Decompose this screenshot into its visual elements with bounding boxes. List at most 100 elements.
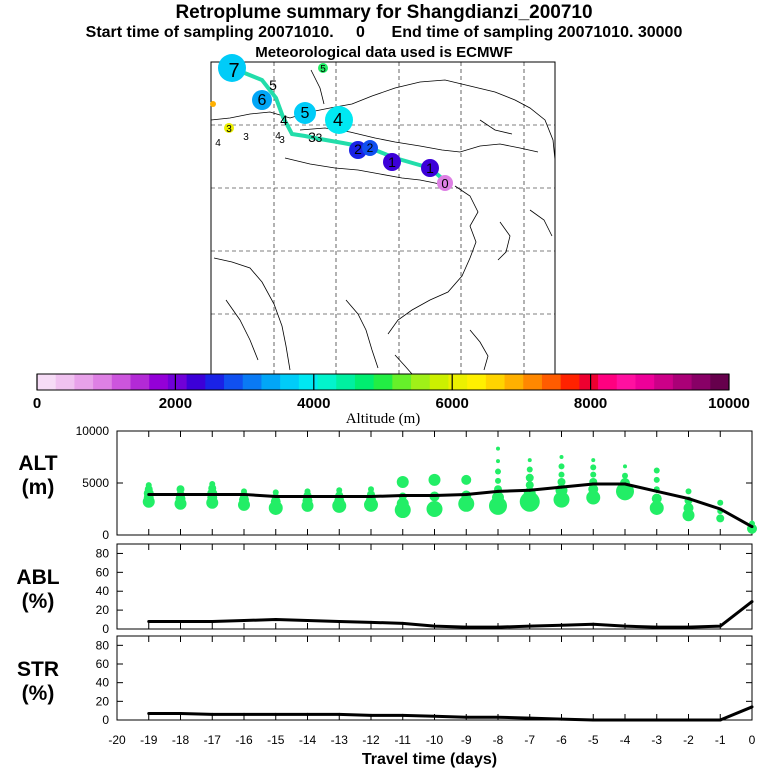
x-tick-label: -7 bbox=[524, 733, 535, 747]
panel-str: 0 20 40 60 80 STR(%) bbox=[17, 635, 754, 727]
altitude-dot bbox=[558, 463, 565, 470]
altitude-dot bbox=[368, 486, 374, 493]
x-axis-title: Travel time (days) bbox=[362, 751, 497, 768]
altitude-dot bbox=[336, 487, 343, 494]
colorbar-swatch bbox=[485, 374, 506, 390]
altitude-dot bbox=[649, 500, 664, 515]
panel-frame bbox=[116, 543, 753, 630]
series-point bbox=[179, 619, 182, 623]
altitude-dot bbox=[616, 482, 634, 501]
altitude-dot bbox=[458, 495, 475, 512]
colorbar-swatch bbox=[242, 374, 262, 390]
altitude-dot bbox=[526, 466, 533, 473]
series-point bbox=[242, 492, 246, 496]
track-label: 2 bbox=[354, 141, 362, 157]
colorbar-swatch bbox=[74, 374, 94, 390]
altitude-dot bbox=[682, 509, 695, 522]
x-tick-label: -19 bbox=[140, 733, 158, 747]
track-label: 3 bbox=[226, 124, 232, 135]
series-point bbox=[337, 619, 341, 623]
altitude-dot bbox=[461, 474, 472, 485]
colorbar-swatch bbox=[55, 374, 75, 390]
track-marker bbox=[421, 159, 439, 177]
track-label: 3 bbox=[316, 131, 323, 145]
series-point bbox=[179, 492, 182, 496]
x-tick-label: -6 bbox=[556, 733, 567, 747]
colorbar-tick-label: 8000 bbox=[574, 395, 607, 412]
track-label: 6 bbox=[258, 92, 267, 109]
altitude-dot bbox=[241, 488, 247, 495]
y-tick-label: 40 bbox=[96, 676, 110, 690]
colorbar-swatch bbox=[504, 374, 524, 390]
x-tick-label: -18 bbox=[172, 733, 190, 747]
series-point bbox=[623, 624, 627, 628]
altitude-dot bbox=[492, 491, 504, 504]
series-point bbox=[591, 622, 595, 626]
altitude-colorbar: 0 2000 4000 6000 8000 10000 Altitude (m) bbox=[33, 373, 750, 427]
track-label: 2 bbox=[367, 141, 374, 155]
colorbar-swatch bbox=[672, 374, 693, 390]
y-tick-label: 20 bbox=[96, 694, 110, 708]
track-marker bbox=[437, 175, 453, 191]
series-point bbox=[210, 492, 214, 496]
series-point bbox=[369, 495, 373, 499]
chart-title: Retroplume summary for Shangdianzi_20071… bbox=[175, 2, 593, 23]
series-point bbox=[147, 492, 151, 496]
colorbar-swatch bbox=[654, 374, 674, 390]
colorbar-title: Altitude (m) bbox=[346, 411, 421, 427]
series-point bbox=[369, 620, 373, 624]
altitude-dot bbox=[527, 458, 532, 463]
track-marker bbox=[318, 63, 328, 73]
colorbar-tick-label: 4000 bbox=[297, 395, 330, 412]
x-tick-label: -1 bbox=[715, 733, 726, 747]
series-point bbox=[242, 619, 246, 622]
met-data-line: Meteorological data used is ECMWF bbox=[255, 44, 513, 61]
series-point bbox=[496, 715, 500, 719]
altitude-dot bbox=[559, 455, 564, 459]
x-tick-label: -2 bbox=[683, 733, 694, 747]
altitude-dot bbox=[396, 475, 409, 488]
colorbar-tick-label: 0 bbox=[33, 395, 41, 412]
colorbar-swatch bbox=[186, 374, 206, 390]
series-point bbox=[433, 714, 436, 718]
colorbar-swatch bbox=[205, 374, 225, 390]
series-point bbox=[655, 625, 659, 629]
y-tick-label: 60 bbox=[96, 657, 110, 671]
track-label: 3 bbox=[243, 132, 249, 143]
series-point bbox=[591, 482, 595, 486]
panel-label: STR bbox=[17, 658, 59, 681]
colorbar-swatch bbox=[336, 374, 356, 390]
altitude-dot bbox=[495, 468, 501, 475]
series-point bbox=[496, 489, 500, 493]
altitude-dot bbox=[591, 458, 596, 463]
y-tick-label: 60 bbox=[96, 565, 110, 579]
series-point bbox=[210, 712, 214, 716]
series-point bbox=[433, 493, 436, 497]
colorbar-swatch bbox=[560, 374, 580, 390]
track-marker bbox=[218, 54, 246, 82]
altitude-dot bbox=[558, 471, 565, 478]
series-point bbox=[306, 495, 309, 499]
series-point bbox=[242, 712, 246, 716]
series-point bbox=[274, 712, 278, 716]
colorbar-swatch bbox=[448, 374, 468, 390]
altitude-dot bbox=[590, 471, 597, 478]
x-tick-label: -9 bbox=[461, 733, 472, 747]
colorbar-swatch bbox=[93, 374, 113, 390]
colorbar-swatch bbox=[130, 374, 150, 390]
track-label: 5 bbox=[269, 77, 277, 93]
series-point bbox=[591, 718, 595, 722]
track-label: 5 bbox=[301, 105, 310, 122]
series-point bbox=[718, 507, 722, 511]
series-point bbox=[306, 619, 309, 622]
altitude-dot bbox=[685, 488, 692, 495]
altitude-dot bbox=[557, 477, 566, 486]
track-marker bbox=[252, 90, 272, 110]
altitude-dot bbox=[716, 514, 725, 523]
colorbar-swatch bbox=[37, 374, 57, 390]
x-tick-label: -10 bbox=[426, 733, 444, 747]
colorbar-swatch bbox=[167, 374, 188, 390]
colorbar-swatch bbox=[598, 374, 618, 390]
colorbar-swatch bbox=[317, 374, 337, 390]
x-tick-label: -17 bbox=[204, 733, 222, 747]
